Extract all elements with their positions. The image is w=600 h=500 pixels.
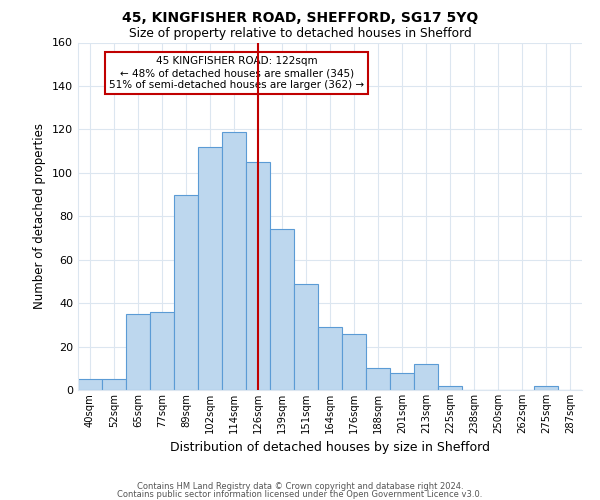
Text: 45, KINGFISHER ROAD, SHEFFORD, SG17 5YQ: 45, KINGFISHER ROAD, SHEFFORD, SG17 5YQ xyxy=(122,11,478,25)
X-axis label: Distribution of detached houses by size in Shefford: Distribution of detached houses by size … xyxy=(170,442,490,454)
Text: Contains HM Land Registry data © Crown copyright and database right 2024.: Contains HM Land Registry data © Crown c… xyxy=(137,482,463,491)
Bar xyxy=(78,379,102,390)
Bar xyxy=(102,379,126,390)
Bar xyxy=(150,312,174,390)
Text: 45 KINGFISHER ROAD: 122sqm
← 48% of detached houses are smaller (345)
51% of sem: 45 KINGFISHER ROAD: 122sqm ← 48% of deta… xyxy=(109,56,364,90)
Bar xyxy=(126,314,150,390)
Y-axis label: Number of detached properties: Number of detached properties xyxy=(34,123,46,309)
Bar xyxy=(222,132,246,390)
Bar xyxy=(438,386,462,390)
Bar xyxy=(534,386,558,390)
Bar xyxy=(342,334,366,390)
Text: Size of property relative to detached houses in Shefford: Size of property relative to detached ho… xyxy=(128,26,472,40)
Bar xyxy=(174,194,198,390)
Bar xyxy=(198,147,222,390)
Text: Contains public sector information licensed under the Open Government Licence v3: Contains public sector information licen… xyxy=(118,490,482,499)
Bar xyxy=(318,327,342,390)
Bar xyxy=(390,372,414,390)
Bar xyxy=(366,368,390,390)
Bar xyxy=(246,162,270,390)
Bar xyxy=(414,364,438,390)
Bar xyxy=(294,284,318,390)
Bar xyxy=(270,230,294,390)
